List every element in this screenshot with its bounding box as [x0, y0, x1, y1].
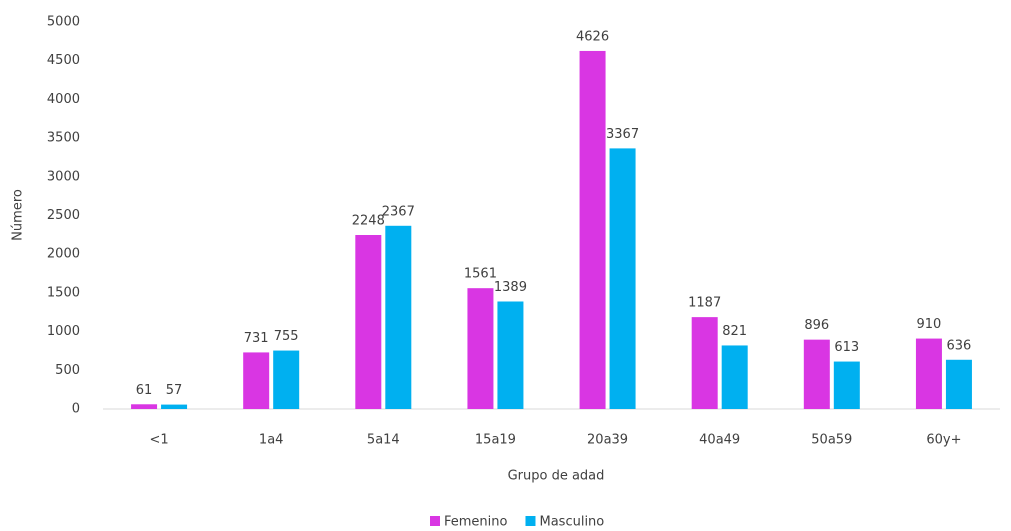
y-axis-label: Número	[11, 189, 26, 241]
data-label: 755	[274, 329, 299, 344]
y-tick-label: 4500	[47, 53, 80, 68]
y-tick-label: 0	[72, 402, 80, 417]
y-tick-label: 1000	[47, 324, 80, 339]
data-label: 636	[947, 338, 972, 353]
bar	[355, 235, 382, 409]
x-tick-label: 15a19	[475, 433, 516, 448]
y-tick-label: 1500	[47, 285, 80, 300]
y-tick-label: 2500	[47, 208, 80, 223]
data-label: 613	[834, 340, 859, 355]
x-tick-label: 5a14	[367, 433, 400, 448]
bar	[579, 50, 606, 409]
x-tick-label: 20a39	[587, 433, 628, 448]
y-tick-label: 4000	[47, 92, 80, 107]
bar	[833, 361, 860, 409]
data-label: 61	[136, 383, 153, 398]
bar	[609, 148, 636, 409]
y-tick-label: 3500	[47, 131, 80, 146]
bar	[803, 339, 830, 409]
bar	[385, 225, 412, 409]
bar	[243, 352, 270, 409]
data-label: 1389	[494, 280, 527, 295]
bar	[497, 301, 524, 409]
data-label: 896	[804, 318, 829, 333]
bar	[467, 288, 494, 409]
bar	[945, 359, 972, 409]
data-label: 3367	[606, 127, 639, 142]
bar	[161, 404, 188, 409]
bar	[915, 338, 942, 409]
data-label: 910	[917, 317, 942, 332]
x-axis-label: Grupo de adad	[508, 469, 605, 484]
x-tick-label: 60y+	[926, 433, 961, 448]
x-tick-label: 40a49	[699, 433, 740, 448]
y-tick-label: 5000	[47, 15, 80, 30]
bar	[273, 350, 300, 409]
legend-swatch	[525, 516, 536, 526]
bar	[131, 404, 158, 409]
data-label: 2248	[352, 214, 385, 229]
data-label: 2367	[382, 204, 415, 219]
legend-label: Femenino	[444, 515, 508, 530]
y-tick-label: 3000	[47, 169, 80, 184]
data-label: 4626	[576, 29, 609, 44]
legend-swatch	[430, 516, 440, 526]
y-tick-label: 2000	[47, 247, 80, 262]
bar	[721, 345, 748, 409]
data-label: 57	[166, 383, 183, 398]
x-tick-label: <1	[149, 433, 168, 448]
data-label: 1187	[688, 296, 721, 311]
x-tick-label: 50a59	[811, 433, 852, 448]
data-label: 821	[722, 324, 747, 339]
data-label: 1561	[464, 267, 497, 282]
legend-label: Masculino	[539, 515, 604, 530]
x-tick-label: 1a4	[259, 433, 284, 448]
bar	[691, 317, 718, 409]
y-tick-label: 500	[55, 363, 80, 378]
data-label: 731	[244, 331, 269, 346]
